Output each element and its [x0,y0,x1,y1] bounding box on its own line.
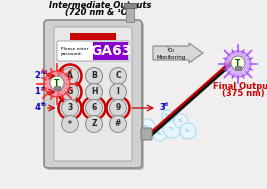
Circle shape [61,115,78,132]
Circle shape [44,71,70,97]
Circle shape [61,67,78,84]
Text: th: th [41,101,47,106]
Text: 1: 1 [34,87,40,95]
Bar [54,86,60,90]
Circle shape [109,99,127,116]
Text: #: # [115,119,121,129]
Bar [124,3,136,8]
Circle shape [61,84,78,101]
Circle shape [85,115,103,132]
FancyBboxPatch shape [46,22,144,170]
Bar [70,33,116,40]
Circle shape [61,99,78,116]
Text: H: H [91,88,97,97]
Text: nd: nd [41,70,48,74]
FancyBboxPatch shape [57,41,129,61]
Text: T: T [54,78,60,88]
Circle shape [109,67,127,84]
Text: Final Output: Final Output [213,82,267,91]
Text: 4: 4 [34,102,40,112]
Text: 9: 9 [115,104,121,112]
Text: G: G [67,88,73,97]
FancyBboxPatch shape [141,128,152,140]
Text: *: * [68,119,72,129]
Text: ¹O₂: ¹O₂ [165,114,171,118]
Bar [93,42,128,60]
Circle shape [153,127,167,141]
Text: 3: 3 [159,102,165,112]
Text: 6: 6 [91,104,97,112]
Text: I: I [117,88,119,97]
Circle shape [109,115,127,132]
Text: Please enter: Please enter [61,47,88,51]
Circle shape [180,123,196,139]
Text: T: T [235,59,241,67]
Circle shape [85,67,103,84]
Circle shape [163,120,181,138]
FancyArrow shape [153,43,203,63]
Text: st: st [41,85,46,91]
Text: ¹O₂: ¹O₂ [144,125,150,129]
Circle shape [225,51,251,77]
Text: Intermediate Outputs: Intermediate Outputs [49,1,151,10]
Circle shape [139,119,155,135]
Circle shape [174,114,188,128]
Text: ¹O₂: ¹O₂ [178,119,184,123]
Circle shape [85,84,103,101]
Text: 2: 2 [34,70,40,80]
Text: ¹O₂: ¹O₂ [169,127,175,131]
Text: rd: rd [163,101,169,106]
Circle shape [162,110,174,122]
Circle shape [109,84,127,101]
Text: ¹O₂: ¹O₂ [185,129,191,133]
FancyBboxPatch shape [54,27,132,161]
Circle shape [231,56,245,70]
Text: A: A [67,71,73,81]
Text: 3: 3 [67,104,73,112]
Circle shape [85,99,103,116]
Text: GA63: GA63 [90,44,131,58]
Text: Monitoring: Monitoring [156,54,186,60]
Text: ¹O₂: ¹O₂ [157,132,163,136]
Text: ¹O₂: ¹O₂ [167,49,175,53]
Text: C: C [115,71,121,81]
Circle shape [50,76,64,90]
Text: B: B [91,71,97,81]
Text: Z: Z [91,119,97,129]
FancyBboxPatch shape [44,20,142,168]
Text: password:: password: [61,52,83,56]
Text: (375 nm): (375 nm) [222,89,264,98]
Text: (720 nm & ¹O₂): (720 nm & ¹O₂) [65,8,135,17]
Bar [235,66,241,70]
Bar [126,8,134,22]
